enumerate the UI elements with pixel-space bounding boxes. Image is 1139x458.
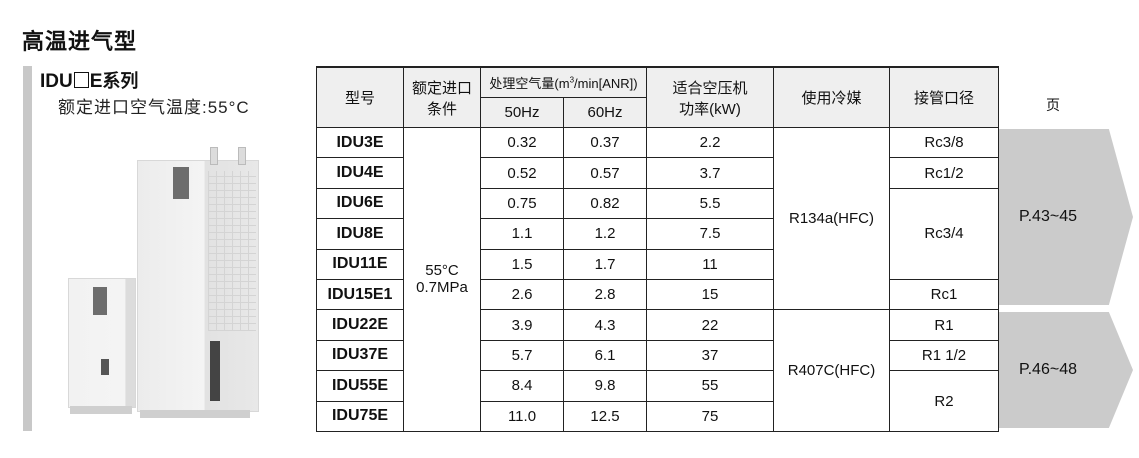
flow-50hz-cell: 0.75 <box>480 187 564 220</box>
flow-60hz-cell: 6.1 <box>563 339 647 372</box>
flow-50hz-cell: 11.0 <box>480 400 564 432</box>
model-cell: IDU3E <box>316 126 404 159</box>
placeholder-box-icon <box>73 72 89 88</box>
flow-50hz-cell: 3.9 <box>480 309 564 341</box>
table-row: IDU22E 3.9 4.3 22 R407C(HFC) R1 <box>316 309 999 432</box>
port-cell: Rc1 <box>889 278 999 311</box>
flow-50hz-cell: 0.52 <box>480 157 564 189</box>
short-dryer-unit <box>68 278 136 408</box>
page-ref: P.43~45 <box>1019 208 1077 225</box>
power-cell: 15 <box>646 278 774 311</box>
flow-60hz-cell: 2.8 <box>563 278 647 311</box>
tall-dryer-unit <box>137 147 259 412</box>
table-row: IDU37E 5.7 6.1 37 R1 1/2 <box>316 339 999 372</box>
side-accent-bar <box>23 66 32 431</box>
header-power: 适合空压机 功率(kW) <box>646 66 774 128</box>
power-cell: 37 <box>646 339 774 372</box>
pipe <box>238 147 246 165</box>
unit-base <box>140 410 250 418</box>
flow-60hz-cell: 1.2 <box>563 218 647 250</box>
control-panel <box>173 167 189 199</box>
header-flow: 处理空气量(m3/min[ANR]) <box>480 66 647 98</box>
header-50hz: 50Hz <box>480 97 564 128</box>
flow-50hz-cell: 1.1 <box>480 218 564 250</box>
series-prefix: IDU <box>40 71 73 92</box>
flow-60hz-cell: 9.8 <box>563 370 647 402</box>
flow-50hz-cell: 8.4 <box>480 370 564 402</box>
vent-grill <box>208 171 256 331</box>
table-row: IDU4E 0.52 0.57 3.7 Rc1/2 <box>316 157 999 189</box>
flow-60hz-cell: 0.82 <box>563 187 647 220</box>
table-row: IDU8E 1.1 1.2 7.5 <box>316 218 999 250</box>
vent-slot <box>101 359 109 375</box>
model-cell: IDU22E <box>316 309 404 341</box>
pipe <box>210 147 218 165</box>
flow-50hz-cell: 5.7 <box>480 339 564 372</box>
model-cell: IDU4E <box>316 157 404 189</box>
port-cell: R2 <box>889 370 999 432</box>
header-condition: 额定进口 条件 <box>403 66 481 128</box>
model-cell: IDU6E <box>316 187 404 220</box>
flow-60hz-cell: 12.5 <box>563 400 647 432</box>
series-label: 系列 <box>102 71 139 91</box>
side-opening <box>210 341 220 401</box>
refrigerant-cell: R134a(HFC) <box>773 126 890 311</box>
series-suffix: E <box>89 71 103 92</box>
model-cell: IDU55E <box>316 370 404 402</box>
flow-50hz-cell: 1.5 <box>480 248 564 280</box>
series-subtitle: 额定进口空气温度:55°C <box>58 98 250 117</box>
header-port: 接管口径 <box>889 66 999 128</box>
flow-60hz-cell: 0.37 <box>563 126 647 159</box>
header-refrigerant: 使用冷媒 <box>773 66 890 128</box>
header-page: 页 <box>1046 97 1060 113</box>
power-cell: 22 <box>646 309 774 341</box>
page-ref: P.46~48 <box>1019 361 1077 378</box>
header-model: 型号 <box>316 66 404 128</box>
flow-60hz-cell: 0.57 <box>563 157 647 189</box>
port-cell: Rc3/8 <box>889 126 999 159</box>
power-cell: 3.7 <box>646 157 774 189</box>
condition-cell: 55°C 0.7MPa <box>403 127 481 432</box>
table-row: IDU3E 55°C 0.7MPa 0.32 0.37 2.2 R134a(HFC) Rc3/… <box>316 126 999 432</box>
model-cell: IDU8E <box>316 218 404 250</box>
port-cell: Rc3/4 <box>889 187 999 280</box>
port-cell: R1 <box>889 309 999 341</box>
header-60hz: 60Hz <box>563 97 647 128</box>
refrigerant-cell: R407C(HFC) <box>773 309 890 432</box>
power-cell: 2.2 <box>646 126 774 159</box>
spec-table: 型号 额定进口 条件 处理空气量(m3/min[ANR]) 适合空压机 功率(kW)… <box>316 66 999 432</box>
flow-60hz-cell: 1.7 <box>563 248 647 280</box>
table-row: IDU15E1 2.6 2.8 15 Rc1 <box>316 278 999 311</box>
page-link-arrow[interactable]: P.46~48 <box>999 312 1133 428</box>
section-title: 高温进气型 <box>22 29 138 54</box>
port-cell: Rc1/2 <box>889 157 999 189</box>
flow-60hz-cell: 4.3 <box>563 309 647 341</box>
series-title: IDU E系列 <box>40 67 138 93</box>
control-panel <box>93 287 107 315</box>
model-cell: IDU75E <box>316 400 404 432</box>
power-cell: 7.5 <box>646 218 774 250</box>
model-cell: IDU11E <box>316 248 404 280</box>
power-cell: 5.5 <box>646 187 774 220</box>
flow-50hz-cell: 2.6 <box>480 278 564 311</box>
model-cell: IDU15E1 <box>316 278 404 311</box>
power-cell: 11 <box>646 248 774 280</box>
page-link-arrow[interactable]: P.43~45 <box>999 129 1133 305</box>
flow-50hz-cell: 0.32 <box>480 126 564 159</box>
power-cell: 55 <box>646 370 774 402</box>
table-row: IDU75E 11.0 12.5 75 <box>316 400 999 432</box>
power-cell: 75 <box>646 400 774 432</box>
unit-base <box>70 406 132 414</box>
port-cell: R1 1/2 <box>889 339 999 372</box>
model-cell: IDU37E <box>316 339 404 372</box>
